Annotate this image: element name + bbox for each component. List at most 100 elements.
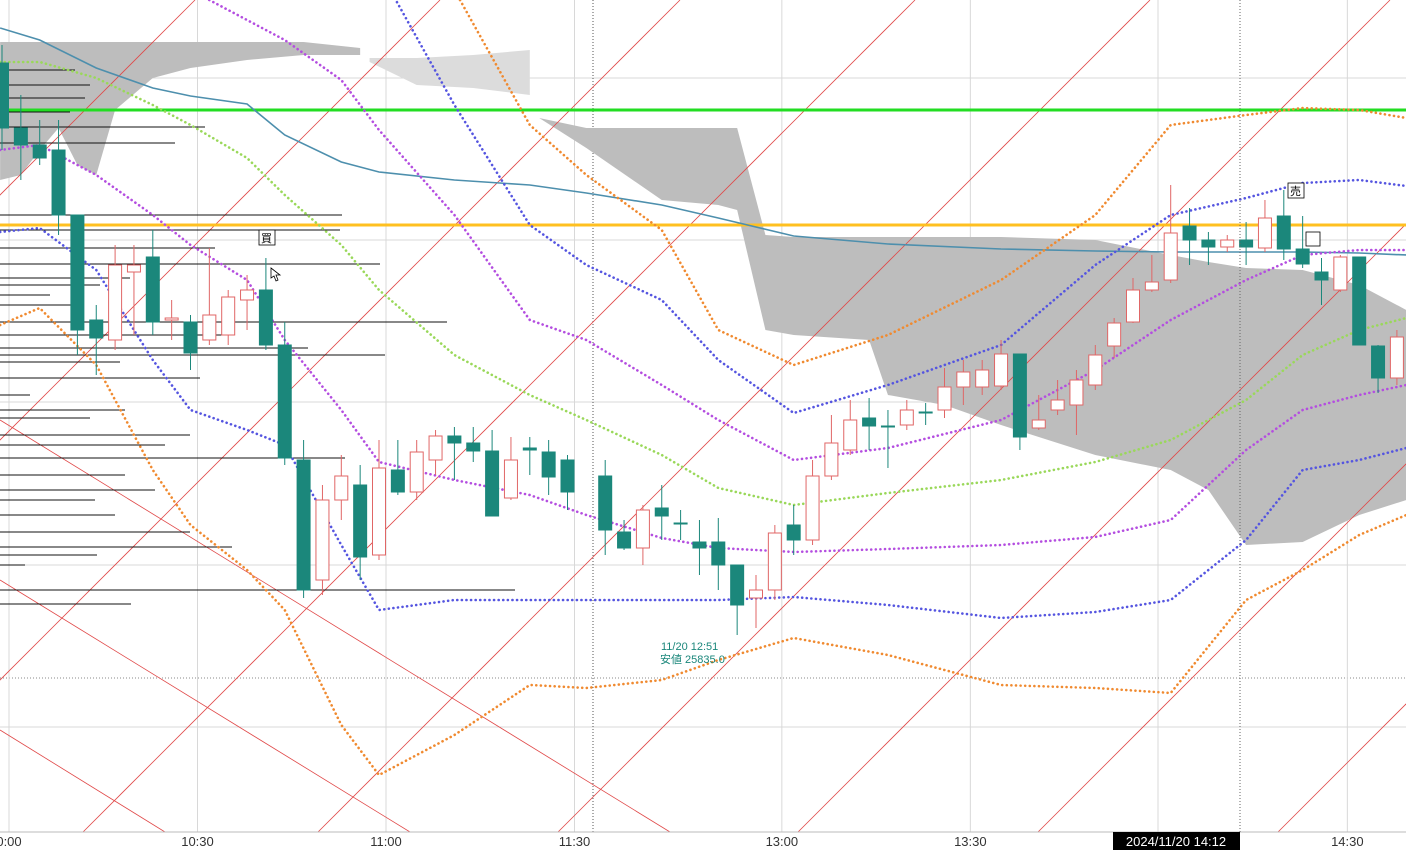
indicators — [0, 0, 1406, 777]
candle-body — [32, 144, 47, 159]
trend-line — [0, 419, 671, 832]
trend-line — [82, 0, 916, 832]
candle-body — [862, 417, 877, 427]
candle-body — [1088, 354, 1103, 386]
candle-body — [258, 289, 273, 346]
candle-body — [749, 589, 763, 599]
candle-body — [164, 317, 179, 321]
candle-body — [918, 411, 933, 414]
candle-body — [994, 353, 1009, 387]
candle-body — [89, 319, 104, 339]
candle-body — [1050, 399, 1065, 411]
candle-body — [1201, 239, 1216, 248]
candle-body — [485, 450, 500, 517]
candle-body — [183, 321, 198, 354]
indicator-line — [394, 0, 1406, 415]
trend-line — [0, 0, 681, 681]
trend-line — [0, 579, 411, 832]
trend-line — [317, 0, 1151, 832]
sell-box — [1287, 182, 1305, 199]
candle-body — [13, 127, 28, 146]
candle-body — [824, 442, 839, 477]
candle-body — [1126, 289, 1140, 323]
indicator-line — [0, 226, 1406, 620]
candle-body — [447, 435, 462, 444]
candle-body — [503, 459, 518, 499]
x-tick-label: 11:30 — [559, 834, 591, 849]
candle-body — [0, 62, 9, 129]
candle-body — [126, 264, 141, 273]
low-price: 安値 25835.0 — [660, 652, 725, 666]
indicator-line — [0, 27, 1406, 256]
trend-line — [1037, 463, 1406, 832]
candle-body — [880, 425, 895, 428]
indicator-line — [206, 0, 1406, 462]
candle-body — [975, 369, 990, 388]
candle-body — [1333, 256, 1348, 291]
candle-body — [1163, 232, 1178, 281]
sell-signal: 売 — [1290, 185, 1301, 198]
candle-body — [277, 344, 292, 459]
levels — [0, 108, 1406, 227]
candle-body — [522, 447, 537, 451]
candle-body — [899, 409, 914, 426]
candle-body — [70, 214, 85, 331]
candle-body — [598, 475, 613, 531]
candle-body — [654, 507, 669, 517]
trend-line — [0, 729, 166, 832]
candle-body — [1389, 336, 1404, 379]
candle-body — [1012, 353, 1027, 438]
indicator-line — [0, 306, 1406, 777]
trend-line — [557, 0, 1391, 832]
candle-body — [711, 541, 726, 566]
candle-body — [1295, 248, 1310, 265]
candle-body — [786, 524, 801, 541]
candle-body — [409, 451, 424, 493]
candle-body — [1182, 225, 1197, 241]
candle-body — [390, 469, 405, 493]
indicator-line — [0, 143, 1406, 554]
close-icon — [1305, 231, 1321, 247]
candle-body — [428, 435, 443, 461]
candle-body — [334, 475, 349, 501]
candles — [0, 45, 1404, 635]
cursor-label-box — [1113, 832, 1240, 850]
candle-body — [372, 467, 386, 556]
x-tick-label: 13:00 — [766, 834, 799, 849]
candle-body — [1371, 345, 1386, 379]
candle-body — [1144, 281, 1159, 291]
candle-body — [767, 532, 782, 591]
candle-body — [353, 484, 368, 558]
candle-body — [560, 459, 575, 493]
candle-body — [1220, 239, 1235, 248]
x-tick-label: 11:00 — [370, 834, 402, 849]
trend-lines — [0, 0, 1406, 832]
candle-body — [202, 314, 217, 341]
candle-body — [1352, 256, 1367, 346]
candle-body — [843, 419, 858, 451]
low-time: 11/20 12:51 — [661, 641, 718, 653]
candle-body — [315, 499, 330, 581]
candle-body — [221, 296, 236, 336]
candle-body — [1031, 419, 1046, 429]
candle-body — [730, 564, 745, 606]
x-tick-label: 14:30 — [1331, 834, 1364, 849]
candle-body — [1069, 379, 1084, 406]
buy-box — [258, 229, 276, 246]
annotations: 11/20 12:51 安値 25835.0 買 売 2024/11/20 14… — [258, 0, 1321, 850]
x-tick-label: 0:00 — [0, 834, 22, 849]
candle-body — [1314, 271, 1329, 281]
candle-body — [956, 371, 971, 388]
candle-body — [296, 459, 311, 591]
candle-body — [635, 509, 650, 549]
candle-body — [937, 386, 952, 411]
candle-body — [145, 256, 160, 323]
x-tick-label: 13:30 — [954, 834, 987, 849]
candle-body — [1239, 239, 1254, 248]
candle-body — [617, 531, 632, 549]
candle-body — [240, 289, 255, 301]
candle-body — [692, 541, 707, 549]
trend-line — [0, 0, 196, 196]
hand-icon — [270, 267, 282, 282]
